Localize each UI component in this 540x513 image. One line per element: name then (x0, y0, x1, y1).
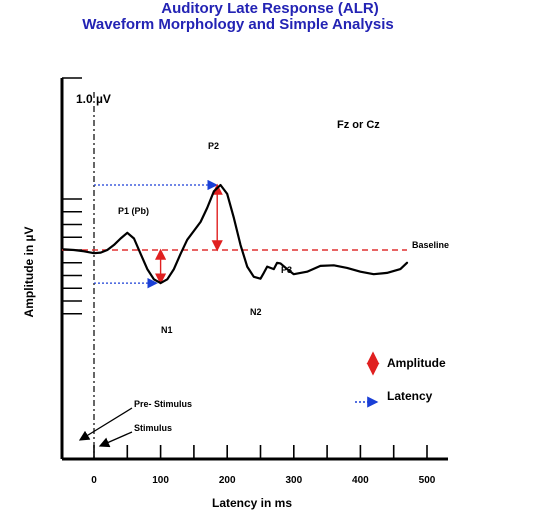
waveform-line (62, 183, 409, 285)
x-tick-label: 400 (352, 475, 369, 486)
peak-label-n1: N1 (161, 325, 173, 335)
latency-markers (94, 179, 218, 289)
chart-subtitle: Waveform Morphology and Simple Analysis (82, 16, 393, 33)
legend-label-latency: Latency (387, 389, 433, 403)
y-axis-label: Amplitude in µV (22, 227, 36, 318)
stimulus-arrows (78, 407, 133, 448)
peak-label-p1: P1 (Pb) (118, 206, 149, 216)
peak-label-p3: P3 (281, 265, 292, 275)
pre-stimulus-label: Pre- Stimulus (134, 399, 192, 409)
electrode-label: Fz or Cz (337, 119, 380, 131)
legend (355, 351, 380, 408)
axes (60, 78, 448, 461)
stimulus-arrow (98, 431, 133, 448)
x-tick-labels: 0 100 200 300 400 500 (91, 475, 436, 486)
chart-title: Auditory Late Response (ALR) (161, 0, 379, 17)
x-tick-label: 0 (91, 475, 97, 486)
x-tick-label: 200 (219, 475, 236, 486)
pre-stimulus-arrow (78, 407, 133, 441)
stimulus-label: Stimulus (134, 423, 172, 433)
x-tick-label: 100 (152, 475, 169, 486)
amplitude-markers (155, 183, 223, 285)
legend-label-amplitude: Amplitude (387, 356, 446, 370)
x-tick-label: 500 (419, 475, 436, 486)
scale-label: 1.0 µV (76, 92, 111, 106)
peak-label-p2: P2 (208, 141, 219, 151)
waveform (62, 183, 409, 285)
x-axis-label: Latency in ms (212, 496, 292, 510)
baseline-label: Baseline (412, 240, 449, 250)
peak-label-n2: N2 (250, 307, 262, 317)
tick-marks (62, 77, 428, 459)
x-tick-label: 300 (285, 475, 302, 486)
